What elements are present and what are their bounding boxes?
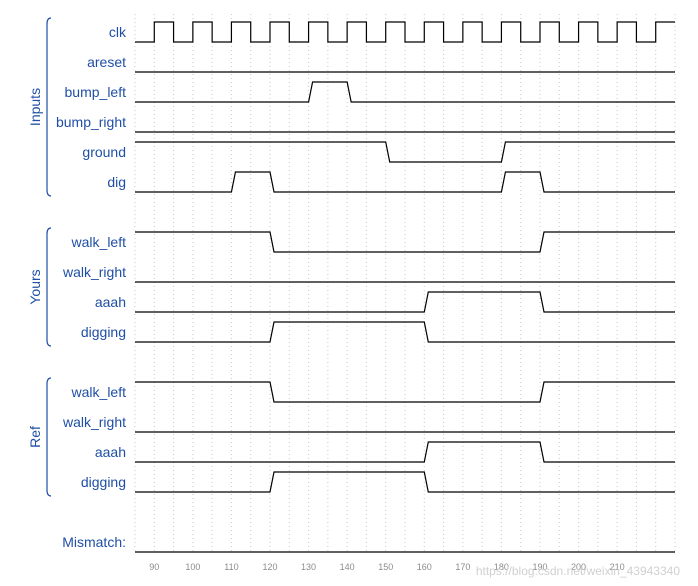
signal-label-aaah: aaah (95, 294, 126, 310)
group-label-inputs: Inputs (27, 88, 43, 126)
signal-label-digging: digging (81, 474, 126, 490)
waveform-ground (135, 141, 675, 163)
signal-label-walk-right: walk_right (62, 264, 126, 280)
time-tick-label: 150 (378, 562, 393, 572)
signal-label-mismatch: Mismatch: (62, 534, 126, 550)
signal-label-clk: clk (109, 24, 127, 40)
waveform-digging (135, 321, 675, 343)
waveform-dig (135, 171, 675, 193)
grid-lines (134, 14, 676, 552)
signal-label-ground: ground (82, 144, 126, 160)
signal-waveforms (135, 21, 675, 553)
waveform-walk-left (135, 231, 675, 253)
signal-label-walk-left: walk_left (71, 384, 127, 400)
waveform-walk-left (135, 381, 675, 403)
time-tick-label: 180 (494, 562, 509, 572)
time-tick-label: 190 (532, 562, 547, 572)
time-tick-label: 100 (185, 562, 200, 572)
time-axis: 90 100 110 120 130 140 150 160 170 180 190 200 210 (149, 562, 624, 572)
group-label-yours: Yours (27, 269, 43, 304)
signal-label-bump-left: bump_left (65, 84, 127, 100)
time-tick-label: 110 (224, 562, 238, 572)
signal-label-aaah: aaah (95, 444, 126, 460)
group-bracket-inputs (46, 17, 52, 197)
time-tick-label: 210 (610, 562, 625, 572)
signal-label-walk-right: walk_right (62, 414, 126, 430)
signal-label-digging: digging (81, 324, 126, 340)
time-tick-label: 160 (417, 562, 432, 572)
signal-label-bump-right: bump_right (56, 114, 126, 130)
group-label-ref: Ref (27, 426, 43, 448)
signal-label-dig: dig (107, 174, 126, 190)
time-tick-label: 170 (455, 562, 470, 572)
time-tick-label: 90 (149, 562, 159, 572)
group-bracket-ref (46, 377, 52, 497)
group-brackets (46, 17, 52, 497)
waveform-digging (135, 471, 675, 493)
group-bracket-yours (46, 227, 52, 347)
time-tick-label: 140 (340, 562, 355, 572)
waveform-clk (135, 21, 675, 43)
signal-label-areset: areset (87, 54, 126, 70)
time-tick-label: 120 (262, 562, 277, 572)
waveform-aaah (135, 441, 675, 463)
waveform-bump-left (135, 81, 675, 103)
time-tick-label: 200 (571, 562, 586, 572)
watermark: https://blog.csdn.net/weixin_43943340 (476, 564, 680, 578)
waveform-aaah (135, 291, 675, 313)
signal-label-walk-left: walk_left (71, 234, 127, 250)
time-tick-label: 130 (301, 562, 316, 572)
